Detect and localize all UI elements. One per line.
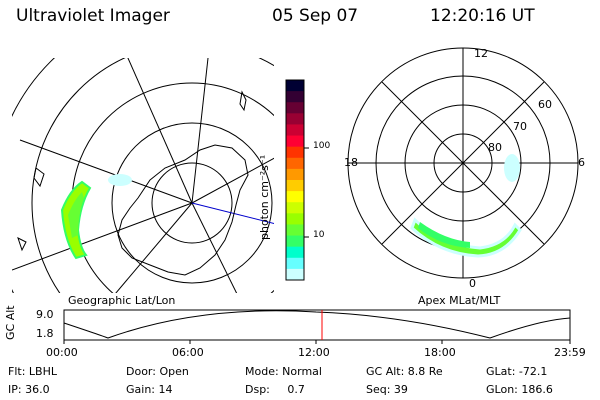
colorbar-segment [286, 224, 304, 237]
colorbar-segment [286, 135, 304, 148]
colorbar-segment [286, 157, 304, 170]
altitude-ytick-1-8: 1.8 [36, 327, 54, 340]
altitude-xtick-0: 00:00 [46, 346, 78, 359]
door-info: Door: Open [126, 365, 189, 378]
altitude-ytick-9: 9.0 [36, 308, 54, 321]
meridian-3 [19, 139, 193, 204]
continent-outline [117, 144, 249, 276]
aurora-oval-right [410, 217, 522, 258]
time-title: 12:20:16 UT [430, 6, 535, 26]
island-outline-3 [17, 237, 27, 252]
colorbar-segment [286, 246, 304, 259]
altitude-xtick-1: 06:00 [172, 346, 204, 359]
gain-info: Gain: 14 [126, 383, 173, 396]
lat-circle-1 [151, 162, 233, 244]
colorbar-segment [286, 113, 304, 125]
colorbar-segment [286, 257, 304, 270]
mode-info: Mode: Normal [245, 365, 322, 378]
colorbar-label-10: 10 [313, 230, 325, 240]
aurora-core-left [68, 192, 84, 238]
date-title: 05 Sep 07 [272, 6, 359, 26]
altitude-plot-frame [63, 309, 571, 341]
colorbar-segment [286, 168, 304, 181]
colorbar-segment [286, 80, 304, 92]
terminator-line [191, 202, 274, 225]
colorbar-segment [286, 146, 304, 159]
meridian-1 [127, 58, 193, 204]
instrument-title: Ultraviolet Imager [16, 6, 170, 26]
dsp-info: Dsp: 0.7 [245, 383, 305, 396]
right-panel-label: Apex MLat/MLT [418, 294, 501, 307]
colorbar-frame [285, 79, 305, 281]
glon-info: GLon: 186.6 [486, 383, 553, 396]
mlt-label-18: 18 [344, 156, 358, 169]
aurora-faint-right [504, 154, 520, 182]
seq-info: Seq: 39 [366, 383, 408, 396]
mlat-label-70: 70 [513, 120, 527, 133]
meridian-6 [191, 202, 238, 293]
altitude-xtick-3: 18:00 [424, 346, 456, 359]
colorbar-segment [286, 268, 304, 281]
colorbar-segment [286, 191, 304, 203]
colorbar-segment [286, 91, 304, 103]
glat-info: GLat: -72.1 [486, 365, 548, 378]
altitude-xtick-2: 12:00 [298, 346, 330, 359]
ip-info: IP: 36.0 [8, 383, 50, 396]
colorbar-segment [286, 124, 304, 137]
mlt-label-6: 6 [578, 156, 585, 169]
mlat-label-60: 60 [538, 98, 552, 111]
colorbar-segment [286, 180, 304, 192]
colorbar-segment [286, 213, 304, 225]
meridian-2 [191, 58, 209, 204]
altitude-ylabel: GC Alt [4, 305, 17, 340]
meridian-5 [191, 157, 274, 204]
mlt-line-diag-2 [381, 81, 545, 245]
lat-circle-4 [31, 58, 274, 293]
aurora-core-right [418, 222, 470, 248]
mlt-label-0: 0 [469, 277, 476, 290]
left-panel-label: Geographic Lat/Lon [68, 294, 176, 307]
meridian-7 [115, 202, 193, 293]
colorbar-label-100: 100 [313, 141, 331, 151]
colorbar-segment [286, 202, 304, 214]
gc-alt-info: GC Alt: 8.8 Re [366, 365, 443, 378]
colorbar-segment [286, 102, 304, 114]
meridian-4 [12, 202, 193, 271]
altitude-curve [63, 310, 571, 339]
mlat-label-80: 80 [488, 141, 502, 154]
island-outline-1 [239, 90, 247, 112]
colorbar-unit-label: photon cm⁻²s⁻¹ [258, 154, 271, 240]
colorbar [286, 80, 304, 281]
altitude-xtick-4: 23:59 [554, 346, 586, 359]
mlt-label-12: 12 [474, 47, 488, 60]
lat-circle-2 [111, 122, 273, 284]
aurora-faint-left [108, 174, 132, 186]
filter-info: Flt: LBHL [8, 365, 57, 378]
island-outline-2 [33, 167, 45, 188]
colorbar-segment [286, 235, 304, 248]
